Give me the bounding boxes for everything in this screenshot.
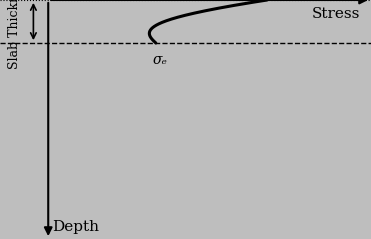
Text: Depth: Depth: [52, 220, 99, 234]
Text: Slab Thickness: Slab Thickness: [8, 0, 22, 69]
Text: σₑ: σₑ: [152, 53, 167, 67]
Text: Stress: Stress: [312, 7, 360, 21]
